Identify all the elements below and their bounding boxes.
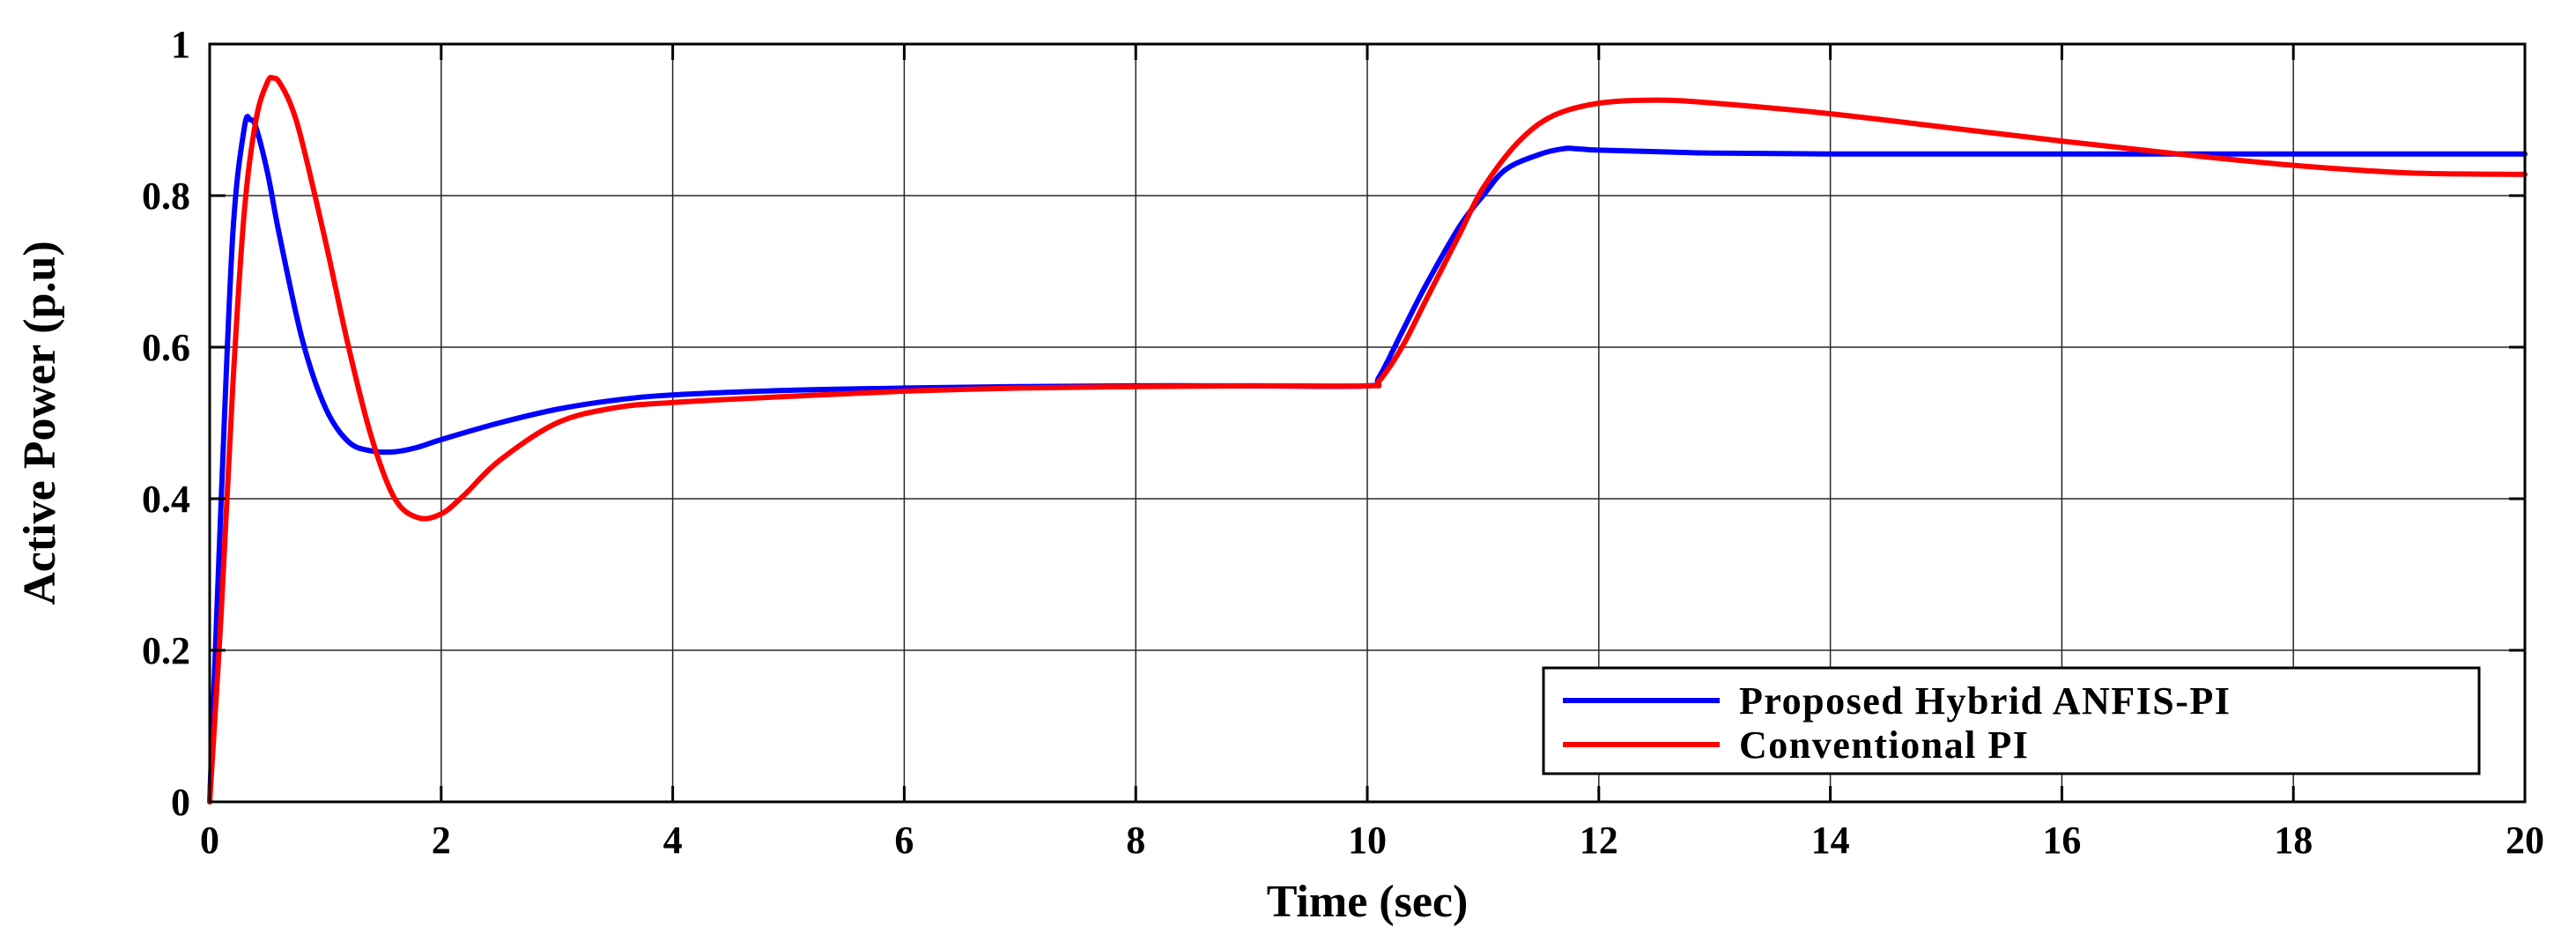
x-tick-label: 2 xyxy=(432,819,451,862)
y-tick-label: 0 xyxy=(171,781,190,824)
y-tick-label: 1 xyxy=(171,23,190,66)
series-line-conventional-pi xyxy=(207,74,2528,804)
x-tick-label: 18 xyxy=(2274,819,2313,862)
y-axis-label: Active Power (p.u) xyxy=(15,241,65,605)
y-tick-label: 0.6 xyxy=(142,326,190,369)
x-tick-label: 16 xyxy=(2042,819,2081,862)
y-axis-ticks: 0 0.2 0.4 0.6 0.8 1 xyxy=(142,23,2525,824)
x-tick-label: 12 xyxy=(1580,819,1618,862)
x-tick-label: 8 xyxy=(1126,819,1145,862)
legend-label-conventional-pi: Conventional PI xyxy=(1739,723,2029,767)
legend-label-anfis-pi: Proposed Hybrid ANFIS-PI xyxy=(1739,679,2231,723)
y-tick-label: 0.2 xyxy=(142,629,190,672)
series-line-anfis-pi xyxy=(207,114,2528,804)
y-tick-label: 0.4 xyxy=(142,478,190,521)
x-tick-label: 14 xyxy=(1811,819,1850,862)
x-tick-label: 20 xyxy=(2506,819,2544,862)
legend: Proposed Hybrid ANFIS-PI Conventional PI xyxy=(1542,666,2481,775)
x-tick-label: 6 xyxy=(894,819,914,862)
x-axis-ticks: 0 2 4 6 8 10 12 14 16 18 20 xyxy=(200,44,2544,862)
x-tick-label: 0 xyxy=(200,819,219,862)
series-lines xyxy=(207,74,2528,804)
grid xyxy=(210,44,2525,802)
x-tick-label: 10 xyxy=(1348,819,1387,862)
x-tick-label: 4 xyxy=(663,819,683,862)
legend-box xyxy=(1542,666,2481,775)
y-tick-label: 0.8 xyxy=(142,174,190,218)
x-axis-label: Time (sec) xyxy=(1267,877,1469,927)
